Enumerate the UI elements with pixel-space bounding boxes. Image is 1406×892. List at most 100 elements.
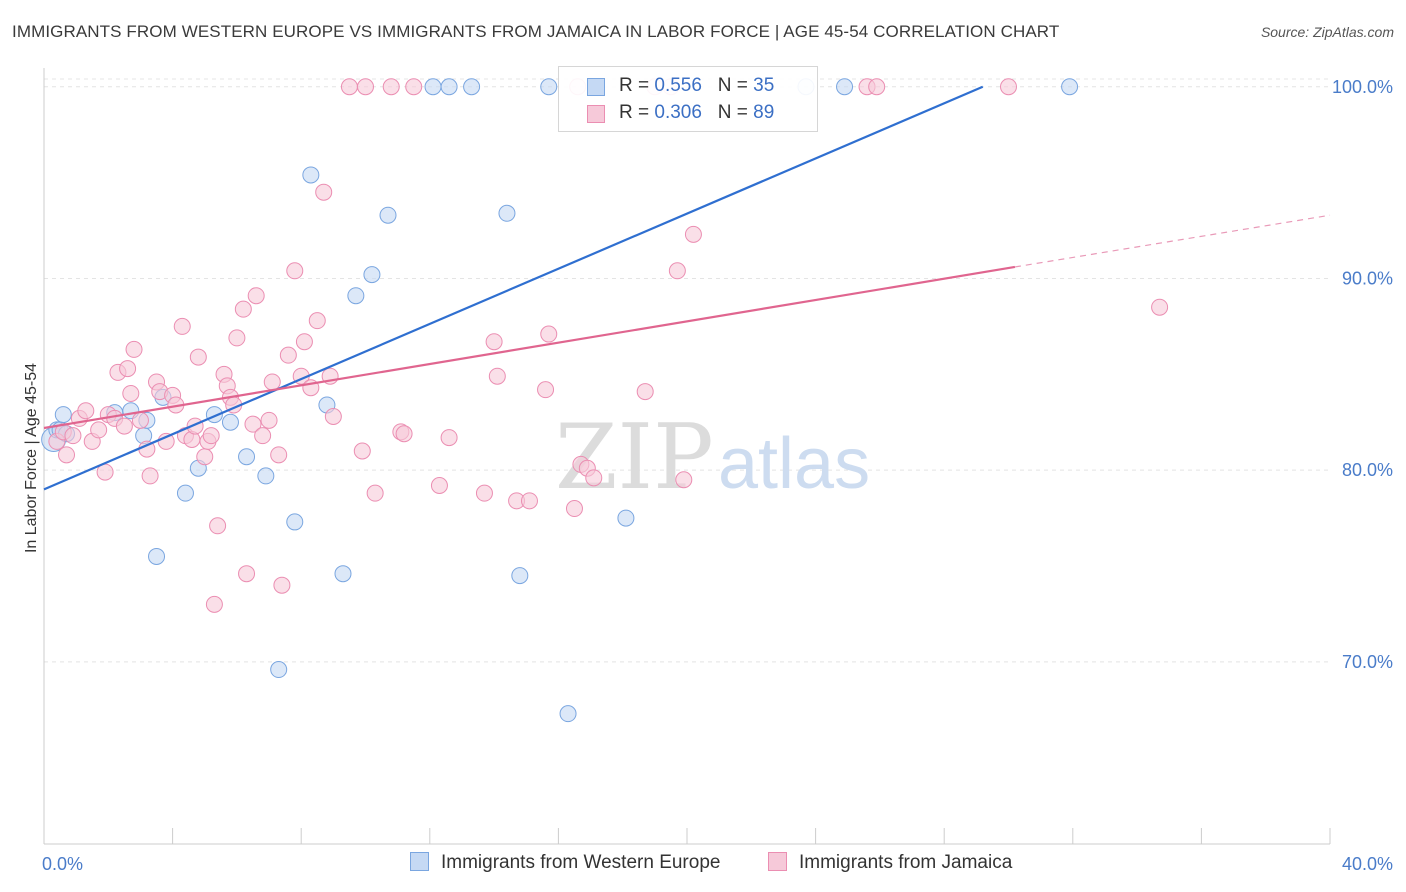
- trend-line-western-europe: [43, 85, 984, 491]
- point-western-europe: [511, 567, 529, 585]
- n-label: N =: [717, 102, 748, 123]
- point-western-europe: [498, 204, 516, 222]
- point-jamaica: [205, 595, 223, 613]
- n-label: N =: [717, 75, 748, 96]
- point-western-europe: [540, 78, 558, 96]
- point-jamaica: [273, 576, 291, 594]
- point-jamaica: [382, 78, 400, 96]
- point-jamaica: [244, 415, 262, 433]
- x-tick-label: 0.0%: [42, 854, 83, 874]
- point-jamaica: [668, 262, 686, 280]
- point-jamaica: [234, 300, 252, 318]
- point-jamaica: [90, 421, 108, 439]
- point-jamaica: [279, 346, 297, 364]
- point-western-europe: [270, 661, 288, 679]
- legend-item-western-europe[interactable]: Immigrants from Western Europe: [410, 852, 720, 874]
- point-jamaica: [366, 484, 384, 502]
- point-jamaica: [308, 312, 326, 330]
- y-tick-label: 90.0%: [1342, 268, 1393, 288]
- point-jamaica: [868, 78, 886, 96]
- point-jamaica: [488, 367, 506, 385]
- point-jamaica: [1000, 78, 1017, 96]
- point-jamaica: [209, 517, 227, 535]
- legend-swatch-pink: [587, 105, 605, 123]
- data-points: [41, 78, 1169, 723]
- legend-item-jamaica[interactable]: Immigrants from Jamaica: [768, 852, 1012, 874]
- point-jamaica: [324, 407, 342, 425]
- tick-labels: 70.0% 80.0% 90.0% 100.0% 0.0% 40.0%: [42, 77, 1393, 874]
- trend-line-jamaica: [43, 265, 1016, 430]
- point-western-europe: [559, 705, 577, 723]
- legend-label-western-europe: Immigrants from Western Europe: [441, 852, 721, 873]
- point-jamaica: [119, 360, 137, 378]
- point-western-europe: [221, 413, 239, 431]
- point-jamaica: [286, 262, 304, 280]
- y-tick-label: 80.0%: [1342, 460, 1393, 480]
- point-jamaica: [189, 348, 207, 366]
- point-jamaica: [475, 484, 493, 502]
- point-jamaica: [430, 477, 448, 495]
- point-jamaica: [115, 417, 133, 435]
- trend-lines: [43, 85, 1331, 491]
- point-western-europe: [334, 565, 352, 583]
- point-jamaica: [585, 469, 603, 487]
- point-western-europe: [379, 206, 397, 224]
- point-jamaica: [395, 425, 413, 443]
- point-jamaica: [122, 384, 140, 402]
- point-jamaica: [684, 225, 702, 243]
- point-western-europe: [836, 78, 854, 96]
- point-jamaica: [1151, 298, 1169, 316]
- point-jamaica: [440, 429, 458, 447]
- point-jamaica: [125, 340, 143, 358]
- point-jamaica: [636, 383, 654, 401]
- y-axis-label: In Labor Force | Age 45-54: [23, 363, 40, 553]
- point-jamaica: [228, 329, 246, 347]
- point-jamaica: [196, 448, 214, 466]
- point-jamaica: [131, 411, 149, 429]
- point-jamaica: [64, 427, 82, 445]
- point-jamaica: [295, 333, 313, 351]
- watermark-atlas: atlas: [718, 424, 870, 504]
- point-jamaica: [675, 471, 693, 489]
- point-western-europe: [176, 484, 194, 502]
- r-value-jamaica: 0.306: [654, 102, 702, 123]
- point-jamaica: [540, 325, 558, 343]
- point-jamaica: [353, 442, 371, 460]
- y-tick-label: 70.0%: [1342, 652, 1393, 672]
- point-jamaica: [485, 333, 503, 351]
- point-western-europe: [347, 287, 365, 305]
- point-jamaica: [173, 317, 191, 335]
- r-label: R =: [619, 75, 650, 96]
- point-western-europe: [54, 406, 72, 424]
- legend-swatch-western-europe: [410, 852, 429, 871]
- legend-swatch-jamaica: [768, 852, 787, 871]
- point-western-europe: [257, 467, 275, 485]
- point-jamaica: [270, 446, 288, 464]
- point-western-europe: [424, 78, 442, 96]
- legend-label-jamaica: Immigrants from Jamaica: [799, 852, 1013, 873]
- point-jamaica: [141, 467, 159, 485]
- point-jamaica: [565, 500, 583, 518]
- axes: [43, 68, 1331, 845]
- gridlines: [44, 78, 1330, 663]
- n-value-jamaica: 89: [753, 102, 775, 123]
- point-jamaica: [247, 287, 265, 305]
- point-jamaica: [405, 78, 423, 96]
- point-jamaica: [238, 565, 256, 583]
- point-western-europe: [440, 78, 458, 96]
- point-jamaica: [537, 381, 555, 399]
- point-jamaica: [357, 78, 374, 96]
- chart-title: IMMIGRANTS FROM WESTERN EUROPE VS IMMIGR…: [12, 22, 1060, 41]
- point-jamaica: [340, 78, 358, 96]
- trend-line-jamaica-extension: [1014, 214, 1331, 268]
- chart-source: Source: ZipAtlas.com: [1260, 24, 1394, 40]
- r-label: R =: [619, 102, 650, 123]
- point-western-europe: [463, 78, 481, 96]
- watermark: ZIP atlas: [555, 405, 870, 510]
- point-jamaica: [58, 446, 76, 464]
- y-tick-label: 100.0%: [1332, 77, 1393, 97]
- point-jamaica: [520, 492, 538, 510]
- point-jamaica: [202, 427, 220, 445]
- r-value-western-europe: 0.556: [654, 75, 702, 96]
